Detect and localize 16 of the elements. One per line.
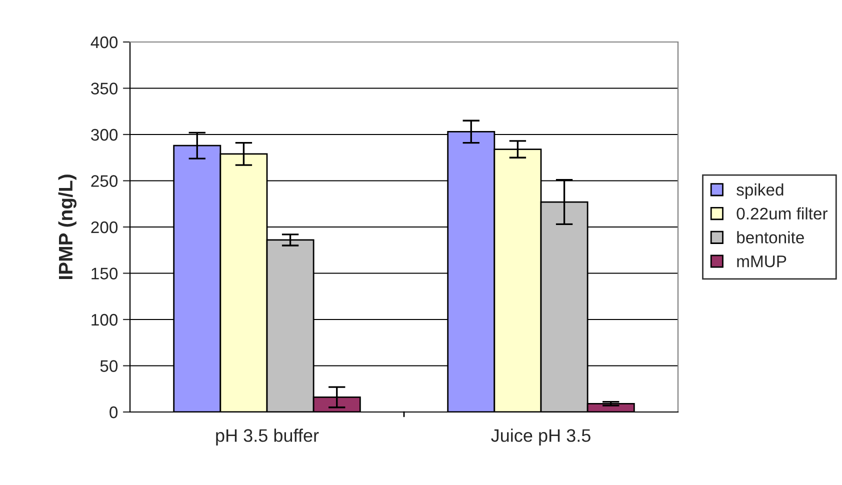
legend-label: spiked <box>736 183 784 199</box>
legend-label: bentonite <box>737 231 804 244</box>
y-tick-label: 400 <box>90 36 118 48</box>
y-tick-label: 300 <box>91 128 118 141</box>
legend-label: mMUP <box>737 256 786 268</box>
y-tick-label: 0 <box>110 406 118 418</box>
x-tick-label: Juice pH 3.5 <box>491 428 590 446</box>
legend-label: 0.22um filter <box>736 207 828 220</box>
y-tick-label: 250 <box>91 175 118 187</box>
y-tick-label: 100 <box>92 314 118 326</box>
y-tick-label: 200 <box>91 221 118 234</box>
y-tick-label: 350 <box>91 82 118 94</box>
y-tick-label: 150 <box>92 268 118 280</box>
y-axis-title: IPMP (ng/L) <box>58 174 76 279</box>
x-tick-label: pH 3.5 buffer <box>216 428 319 446</box>
y-tick-label: 50 <box>100 360 118 372</box>
